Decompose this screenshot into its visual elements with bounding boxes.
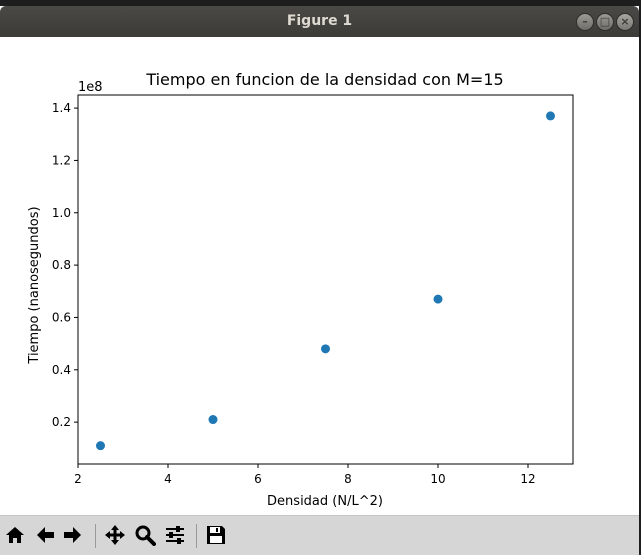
data-point [433,294,443,304]
data-point [546,111,555,121]
toolbar-separator [95,524,96,548]
home-button[interactable] [2,522,28,548]
toolbar-separator [196,524,197,548]
move-icon [105,525,125,545]
sliders-icon [166,526,184,544]
configure-subplots-button[interactable] [162,522,188,548]
y-axis-label: Tiempo (nanosegundos) [27,206,42,364]
chart-title: Tiempo en funcion de la densidad con M=1… [145,70,503,89]
save-button[interactable] [203,522,229,548]
figure-window: Figure 1 – □ × Tiempo en funcion de la d… [0,6,641,555]
y-tick-label: 0.2 [52,415,71,429]
y-offset-label: 1e8 [78,80,103,95]
forward-button[interactable] [60,522,86,548]
back-button[interactable] [32,522,58,548]
minimize-button[interactable]: – [576,13,594,31]
data-point [96,441,105,451]
x-tick-label: 12 [520,472,535,486]
arrow-left-icon [37,527,54,543]
data-points [96,111,555,451]
arrow-right-icon [64,527,81,543]
x-tick-label: 6 [254,472,262,486]
data-point [321,344,330,354]
window-titlebar[interactable]: Figure 1 – □ × [0,6,639,37]
y-tick-label: 1.0 [52,206,71,220]
x-axis-label: Densidad (N/L^2) [267,494,383,509]
data-point [208,415,218,425]
close-button[interactable]: × [616,13,634,31]
matplotlib-toolbar [0,515,639,555]
x-tick-label: 8 [344,472,352,486]
x-tick-label: 2 [74,472,82,486]
y-tick-label: 0.4 [52,363,71,377]
x-tick-label: 10 [430,472,445,486]
y-tick-label: 0.8 [52,258,71,272]
axes-ticks: 2 4 6 8 10 12 0.2 0.4 0.6 0.8 1.0 1.2 1.4 [52,101,536,486]
pan-button[interactable] [102,522,128,548]
floppy-disk-icon [207,526,225,544]
plot-area-frame [77,94,574,465]
background-desktop-strip [0,0,641,8]
x-tick-label: 4 [164,472,172,486]
y-tick-label: 1.2 [52,153,71,167]
zoom-button[interactable] [132,522,158,548]
window-title: Figure 1 [286,13,353,29]
y-tick-label: 1.4 [52,101,71,115]
magnifier-icon [135,525,156,546]
maximize-button[interactable]: □ [596,13,614,31]
home-icon [6,527,24,543]
y-tick-label: 0.6 [52,310,71,324]
scatter-chart: Tiempo en funcion de la densidad con M=1… [27,70,574,509]
